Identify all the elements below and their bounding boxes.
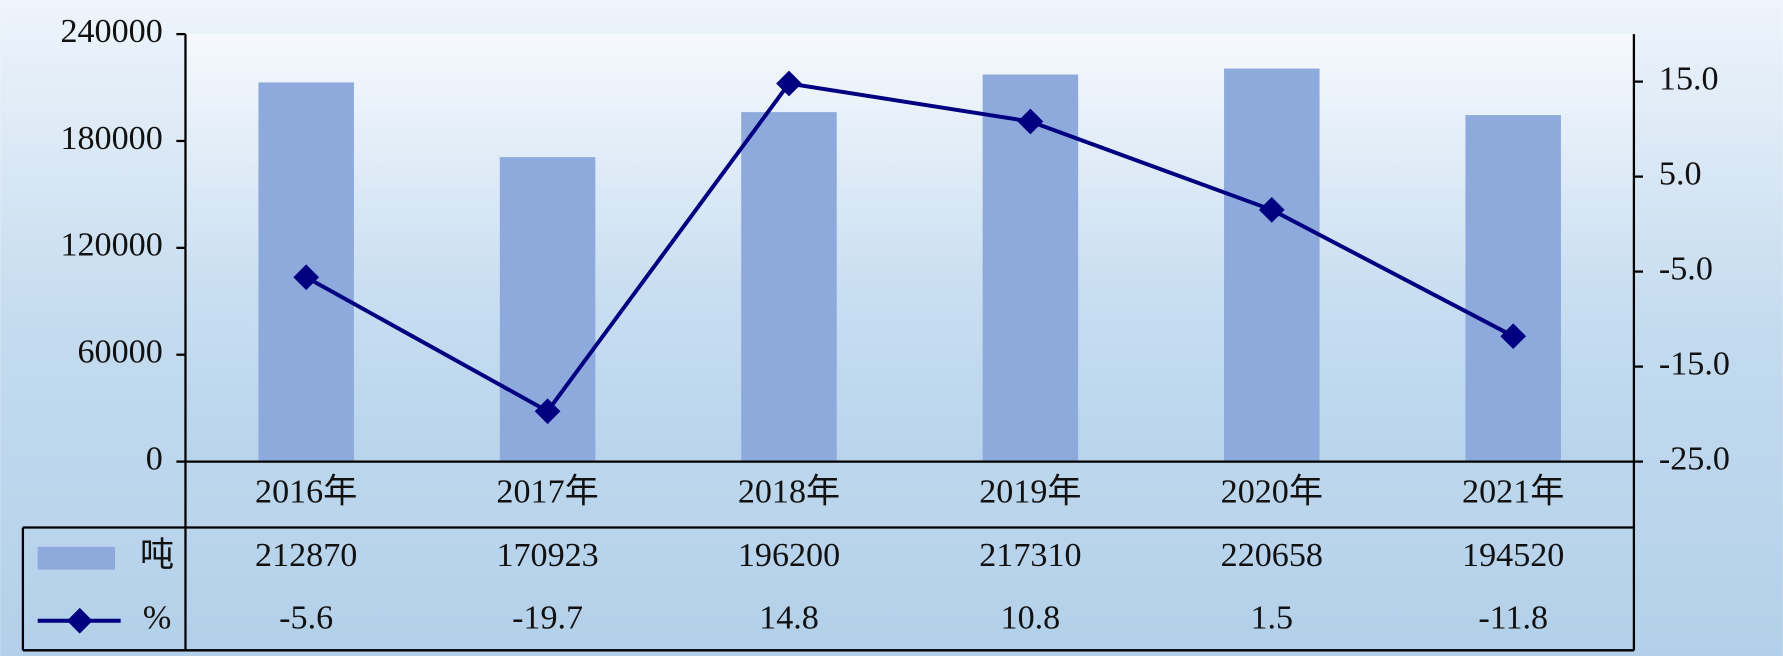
line — [305, 81, 1515, 414]
y2-tick-label: -25.0 — [1659, 440, 1730, 477]
marker — [1017, 108, 1044, 135]
table-value: -19.7 — [512, 600, 583, 637]
x-tick-label: 2019年 — [979, 472, 1081, 510]
y2-tick-label: -5.0 — [1659, 250, 1713, 287]
x-tick-label: 2016年 — [255, 472, 357, 510]
table-value: 170923 — [496, 537, 598, 574]
table-value: 217310 — [979, 537, 1081, 574]
plot-area — [185, 34, 1634, 462]
y-tick-label: 180000 — [60, 120, 162, 157]
x-tick-label: 2017年 — [496, 472, 598, 510]
x-tick-label: 2020年 — [1221, 472, 1323, 510]
y2-tick-label: -15.0 — [1659, 345, 1730, 382]
bar — [1224, 68, 1320, 462]
table-value: 194520 — [1462, 537, 1564, 574]
table-value: -5.6 — [279, 600, 333, 637]
marker — [534, 398, 561, 425]
x-tick-label: 2021年 — [1462, 472, 1564, 510]
y-tick-label: 0 — [146, 440, 163, 477]
table-value: 1.5 — [1250, 600, 1293, 637]
y2-tick-label: 5.0 — [1659, 155, 1702, 192]
legend-label: % — [143, 600, 171, 637]
table-value: 14.8 — [759, 600, 819, 637]
y2-tick-label: 15.0 — [1659, 60, 1719, 97]
marker — [293, 264, 320, 291]
bar — [1465, 115, 1561, 462]
table-value: 10.8 — [1001, 600, 1061, 637]
marker — [1500, 323, 1527, 350]
y-tick-label: 60000 — [78, 334, 163, 371]
y-tick-label: 120000 — [60, 227, 162, 264]
y-tick-label: 240000 — [60, 13, 162, 50]
legend-label: 吨 — [140, 536, 174, 574]
x-tick-label: 2018年 — [738, 472, 840, 510]
marker — [776, 70, 802, 97]
table-value: 220658 — [1221, 537, 1323, 574]
legend-key — [37, 546, 115, 570]
bar — [741, 112, 837, 462]
bar — [982, 74, 1079, 462]
table-value: 196200 — [738, 537, 840, 574]
table-value: 212870 — [255, 537, 357, 574]
table-value: -11.8 — [1478, 600, 1548, 637]
